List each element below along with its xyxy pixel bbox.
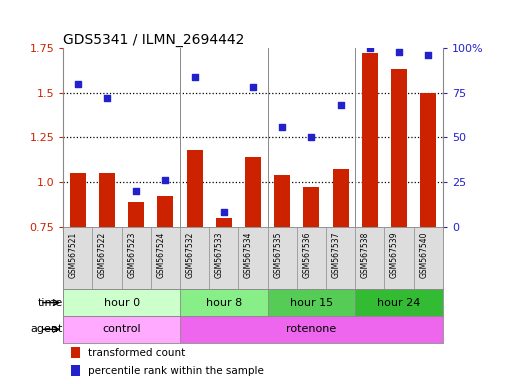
Text: GSM567538: GSM567538 xyxy=(360,232,369,278)
Bar xyxy=(99,173,115,227)
Bar xyxy=(361,53,377,227)
Point xyxy=(103,95,111,101)
Text: transformed count: transformed count xyxy=(87,348,185,358)
Point xyxy=(307,134,315,141)
Text: hour 15: hour 15 xyxy=(289,298,332,308)
Bar xyxy=(157,196,173,227)
Text: rotenone: rotenone xyxy=(286,324,336,334)
Text: control: control xyxy=(102,324,141,334)
Bar xyxy=(244,157,261,227)
Text: GSM567524: GSM567524 xyxy=(156,232,165,278)
Point xyxy=(74,81,82,87)
Text: GSM567539: GSM567539 xyxy=(389,232,398,278)
Text: GSM567537: GSM567537 xyxy=(331,232,340,278)
Text: GSM567522: GSM567522 xyxy=(98,232,107,278)
Point xyxy=(132,188,140,194)
Text: GSM567536: GSM567536 xyxy=(302,232,311,278)
Text: time: time xyxy=(38,298,63,308)
Point xyxy=(336,102,344,108)
Bar xyxy=(71,348,80,359)
Point xyxy=(190,73,198,79)
Bar xyxy=(180,316,442,343)
Point xyxy=(423,52,431,58)
Point xyxy=(219,209,227,215)
Text: GSM567533: GSM567533 xyxy=(215,232,223,278)
Text: hour 24: hour 24 xyxy=(377,298,420,308)
Bar xyxy=(71,365,80,376)
Text: GSM567534: GSM567534 xyxy=(243,232,252,278)
Bar xyxy=(355,289,442,316)
Bar xyxy=(186,150,202,227)
Bar xyxy=(267,289,355,316)
Point xyxy=(161,177,169,183)
Bar xyxy=(303,187,319,227)
Text: percentile rank within the sample: percentile rank within the sample xyxy=(87,366,263,376)
Bar xyxy=(128,202,144,227)
Point xyxy=(248,84,257,90)
Bar xyxy=(215,218,231,227)
Point xyxy=(278,124,286,130)
Text: GSM567521: GSM567521 xyxy=(69,232,78,278)
Bar xyxy=(274,175,290,227)
Text: GSM567535: GSM567535 xyxy=(273,232,282,278)
Bar xyxy=(180,289,267,316)
Text: hour 0: hour 0 xyxy=(104,298,139,308)
Point xyxy=(394,48,402,55)
Text: GDS5341 / ILMN_2694442: GDS5341 / ILMN_2694442 xyxy=(63,33,244,47)
Bar xyxy=(419,93,435,227)
Bar xyxy=(332,169,348,227)
Text: hour 8: hour 8 xyxy=(205,298,241,308)
Text: agent: agent xyxy=(31,324,63,334)
Text: GSM567540: GSM567540 xyxy=(418,232,427,278)
Point xyxy=(365,45,373,51)
Bar xyxy=(390,70,406,227)
Bar xyxy=(63,289,180,316)
Bar xyxy=(63,316,180,343)
Bar xyxy=(70,173,86,227)
Text: GSM567532: GSM567532 xyxy=(185,232,194,278)
Text: GSM567523: GSM567523 xyxy=(127,232,136,278)
